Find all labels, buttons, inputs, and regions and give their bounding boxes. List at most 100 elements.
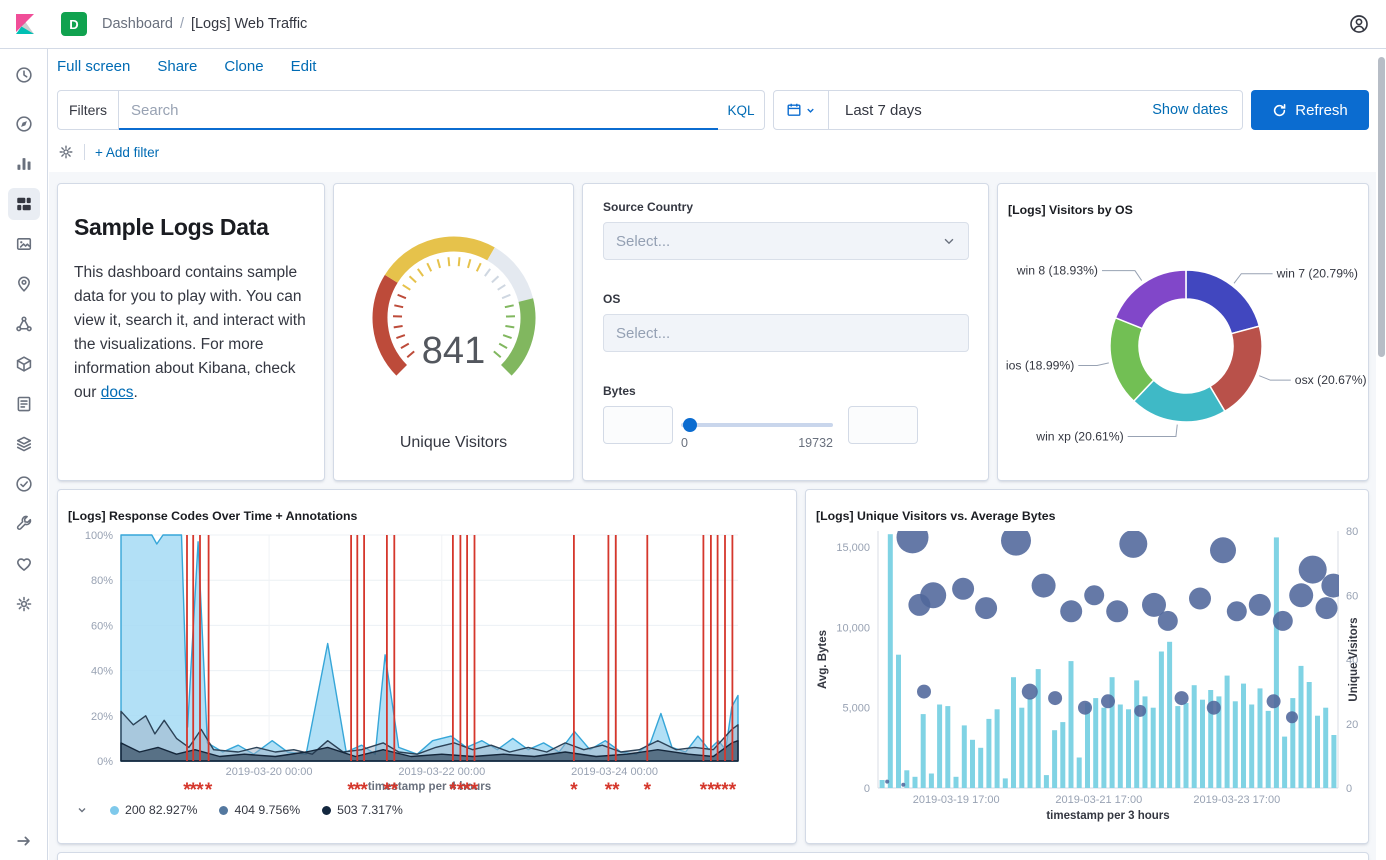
search-input[interactable] — [119, 101, 718, 119]
bubble[interactable] — [1142, 592, 1166, 617]
bubble[interactable] — [901, 782, 906, 787]
legend-collapse-icon[interactable] — [76, 804, 88, 816]
bar[interactable] — [904, 770, 910, 788]
bar[interactable] — [1068, 661, 1074, 788]
bubble[interactable] — [1106, 600, 1129, 623]
sidebar-collapse-arrow-icon[interactable] — [15, 832, 33, 850]
bar[interactable] — [1060, 722, 1066, 788]
bubble[interactable] — [885, 779, 890, 784]
kibana-logo[interactable] — [13, 12, 37, 36]
bytes-slider-track[interactable] — [681, 423, 833, 427]
sidebar-item-clock[interactable] — [8, 59, 40, 91]
bubble[interactable] — [1272, 610, 1293, 631]
bar[interactable] — [1035, 669, 1041, 788]
sidebar-item-canvas[interactable] — [8, 228, 40, 260]
bar[interactable] — [945, 706, 951, 788]
bar[interactable] — [920, 714, 926, 788]
refresh-button[interactable]: Refresh — [1251, 90, 1369, 130]
bar[interactable] — [1273, 537, 1279, 788]
bar[interactable] — [937, 704, 943, 789]
sidebar-item-dashboard[interactable] — [7, 188, 40, 220]
docs-link[interactable]: docs — [100, 384, 134, 402]
clone-button[interactable]: Clone — [224, 58, 264, 75]
bar[interactable] — [1306, 682, 1312, 788]
filter-gear-icon[interactable] — [58, 144, 74, 160]
bar[interactable] — [887, 534, 893, 788]
sidebar-item-dev-tools[interactable] — [8, 508, 40, 540]
bubble[interactable] — [1286, 711, 1298, 724]
bubble[interactable] — [1078, 700, 1092, 715]
bytes-max-input[interactable] — [848, 406, 918, 444]
bar[interactable] — [1257, 688, 1263, 788]
bubble[interactable] — [1174, 691, 1189, 706]
bubble[interactable] — [1101, 694, 1115, 709]
bubble[interactable] — [1189, 587, 1211, 610]
bar[interactable] — [1216, 696, 1222, 788]
bar[interactable] — [1043, 775, 1049, 788]
bubble[interactable] — [1001, 526, 1031, 556]
bar[interactable] — [1315, 715, 1320, 788]
sidebar-item-management[interactable] — [8, 588, 40, 620]
scrollbar-thumb[interactable] — [1378, 57, 1385, 357]
edit-button[interactable]: Edit — [290, 58, 317, 75]
bar[interactable] — [1158, 651, 1164, 789]
bar[interactable] — [1232, 701, 1238, 788]
bubble[interactable] — [1031, 573, 1056, 598]
share-button[interactable]: Share — [157, 58, 198, 75]
bar[interactable] — [1011, 677, 1016, 788]
bar[interactable] — [1183, 702, 1189, 788]
sidebar-item-visualize[interactable] — [8, 148, 40, 180]
bar[interactable] — [879, 780, 885, 788]
filters-button[interactable]: Filters — [57, 90, 119, 130]
bubble[interactable] — [952, 577, 975, 600]
bar[interactable] — [1019, 707, 1025, 788]
bar[interactable] — [1200, 699, 1205, 788]
legend-item-200[interactable]: 200 82.927% — [110, 803, 197, 817]
sidebar-item-uptime[interactable] — [8, 468, 40, 500]
bar[interactable] — [1167, 641, 1173, 788]
bar[interactable] — [970, 739, 975, 788]
bubble[interactable] — [1226, 601, 1247, 622]
bar[interactable] — [978, 747, 984, 788]
pie-slice-win-8[interactable] — [1114, 269, 1187, 330]
time-range-value[interactable]: Last 7 days — [845, 101, 922, 119]
space-badge[interactable]: D — [61, 12, 87, 36]
bar[interactable] — [1331, 735, 1337, 788]
bubble[interactable] — [1321, 573, 1345, 598]
bubble[interactable] — [1315, 597, 1338, 620]
bar[interactable] — [912, 776, 918, 788]
add-filter-button[interactable]: + Add filter — [95, 144, 160, 160]
bar[interactable] — [1126, 709, 1131, 788]
bubble[interactable] — [1060, 600, 1083, 623]
bubble[interactable] — [917, 684, 931, 699]
bar[interactable] — [1241, 683, 1246, 788]
bubble[interactable] — [920, 582, 947, 609]
bar[interactable] — [1085, 702, 1090, 788]
bubble[interactable] — [975, 597, 998, 620]
bar[interactable] — [1027, 698, 1033, 788]
bar[interactable] — [928, 773, 934, 789]
bar[interactable] — [994, 709, 1000, 788]
bubble[interactable] — [1289, 583, 1314, 608]
bubble[interactable] — [1119, 530, 1148, 558]
bar[interactable] — [1282, 736, 1288, 788]
sidebar-item-maps[interactable] — [8, 268, 40, 300]
bubble[interactable] — [1210, 537, 1236, 564]
sidebar-item-discover[interactable] — [8, 108, 40, 140]
bar[interactable] — [1265, 710, 1271, 788]
bubble[interactable] — [1048, 691, 1063, 706]
bubble[interactable] — [1021, 683, 1038, 700]
bar[interactable] — [1117, 704, 1123, 789]
sidebar-item-monitoring[interactable] — [8, 548, 40, 580]
bar[interactable] — [1175, 706, 1181, 788]
bar[interactable] — [986, 718, 992, 788]
bar[interactable] — [1224, 675, 1230, 788]
pie-slice-win-7[interactable] — [1185, 269, 1261, 335]
bar[interactable] — [1249, 704, 1255, 789]
bar[interactable] — [1134, 680, 1140, 788]
bar[interactable] — [1002, 778, 1008, 788]
bubble[interactable] — [1298, 555, 1327, 584]
bubble[interactable] — [1248, 593, 1271, 616]
sidebar-item-apm[interactable] — [8, 428, 40, 460]
bar[interactable] — [1093, 698, 1099, 788]
